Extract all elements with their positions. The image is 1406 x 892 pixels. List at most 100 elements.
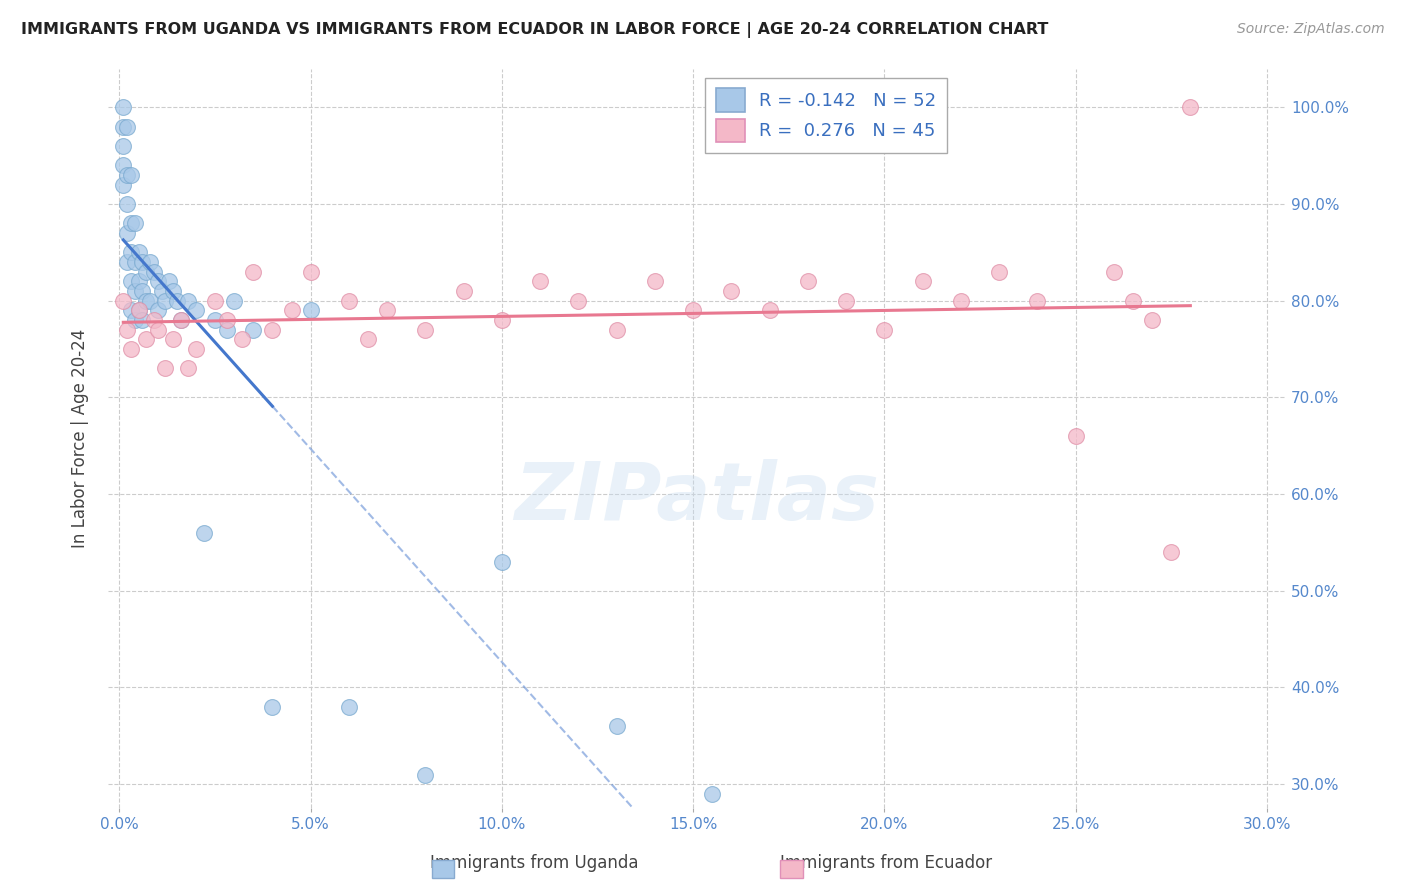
Point bbox=[375, 303, 398, 318]
Point bbox=[150, 284, 173, 298]
Point bbox=[131, 284, 153, 298]
Point bbox=[124, 216, 146, 230]
Point bbox=[115, 120, 138, 134]
Text: Immigrants from Ecuador: Immigrants from Ecuador bbox=[780, 855, 991, 872]
Point bbox=[120, 168, 142, 182]
Point bbox=[169, 313, 191, 327]
Point bbox=[204, 313, 226, 327]
Point bbox=[112, 158, 135, 172]
Point bbox=[135, 265, 157, 279]
Point bbox=[1140, 313, 1163, 327]
Point bbox=[115, 197, 138, 211]
Point bbox=[567, 293, 589, 308]
Point bbox=[115, 168, 138, 182]
Point bbox=[357, 332, 380, 346]
Point bbox=[120, 342, 142, 356]
Point bbox=[135, 332, 157, 346]
Point bbox=[1102, 265, 1125, 279]
Point bbox=[162, 332, 184, 346]
Point bbox=[644, 274, 666, 288]
Y-axis label: In Labor Force | Age 20-24: In Labor Force | Age 20-24 bbox=[72, 329, 89, 548]
Point bbox=[835, 293, 858, 308]
Point bbox=[124, 313, 146, 327]
Point bbox=[124, 284, 146, 298]
Point bbox=[215, 313, 238, 327]
Point bbox=[491, 555, 513, 569]
Point bbox=[162, 284, 184, 298]
Point bbox=[797, 274, 820, 288]
Point bbox=[1180, 100, 1202, 114]
Point bbox=[529, 274, 551, 288]
Point bbox=[128, 303, 150, 318]
Point bbox=[184, 342, 207, 356]
Point bbox=[758, 303, 780, 318]
Point bbox=[115, 323, 138, 337]
Point bbox=[115, 255, 138, 269]
Point bbox=[112, 100, 135, 114]
Point bbox=[682, 303, 704, 318]
Point bbox=[128, 245, 150, 260]
Point bbox=[184, 303, 207, 318]
Point bbox=[911, 274, 934, 288]
Point bbox=[120, 274, 142, 288]
Point bbox=[231, 332, 253, 346]
Point bbox=[166, 293, 188, 308]
Point bbox=[120, 245, 142, 260]
Point bbox=[146, 274, 169, 288]
Point bbox=[142, 313, 165, 327]
Point bbox=[177, 293, 200, 308]
Point bbox=[1026, 293, 1049, 308]
Point bbox=[453, 284, 475, 298]
Point bbox=[124, 255, 146, 269]
Point bbox=[720, 284, 742, 298]
Point bbox=[146, 323, 169, 337]
Point bbox=[491, 313, 513, 327]
Point bbox=[112, 178, 135, 192]
Point bbox=[337, 293, 360, 308]
Point bbox=[169, 313, 191, 327]
Point bbox=[1160, 545, 1182, 559]
Point bbox=[224, 293, 246, 308]
Point bbox=[702, 787, 724, 801]
Point bbox=[280, 303, 302, 318]
Point bbox=[299, 303, 322, 318]
Point bbox=[139, 255, 162, 269]
Point bbox=[155, 293, 177, 308]
Point bbox=[131, 255, 153, 269]
Point bbox=[131, 313, 153, 327]
Point bbox=[299, 265, 322, 279]
Point bbox=[873, 323, 896, 337]
Point bbox=[242, 265, 264, 279]
Point bbox=[262, 323, 284, 337]
Legend: R = -0.142   N = 52, R =  0.276   N = 45: R = -0.142 N = 52, R = 0.276 N = 45 bbox=[704, 78, 948, 153]
Point bbox=[1122, 293, 1144, 308]
Point bbox=[988, 265, 1011, 279]
Point bbox=[120, 216, 142, 230]
Point bbox=[606, 719, 628, 733]
Point bbox=[177, 361, 200, 376]
Point bbox=[142, 265, 165, 279]
Point bbox=[112, 293, 135, 308]
Point bbox=[128, 274, 150, 288]
Point bbox=[146, 303, 169, 318]
Point bbox=[1064, 429, 1087, 443]
Point bbox=[112, 139, 135, 153]
Point bbox=[337, 699, 360, 714]
Text: IMMIGRANTS FROM UGANDA VS IMMIGRANTS FROM ECUADOR IN LABOR FORCE | AGE 20-24 COR: IMMIGRANTS FROM UGANDA VS IMMIGRANTS FRO… bbox=[21, 22, 1049, 38]
Point bbox=[157, 274, 180, 288]
Point bbox=[215, 323, 238, 337]
Text: Immigrants from Uganda: Immigrants from Uganda bbox=[430, 855, 638, 872]
Point bbox=[155, 361, 177, 376]
Point bbox=[193, 525, 215, 540]
Point bbox=[606, 323, 628, 337]
Point bbox=[204, 293, 226, 308]
Point bbox=[949, 293, 972, 308]
Point bbox=[115, 226, 138, 240]
Text: ZIPatlas: ZIPatlas bbox=[515, 458, 880, 537]
Point bbox=[262, 699, 284, 714]
Point bbox=[135, 293, 157, 308]
Point bbox=[139, 293, 162, 308]
Point bbox=[120, 303, 142, 318]
Point bbox=[112, 120, 135, 134]
Point bbox=[415, 767, 437, 781]
